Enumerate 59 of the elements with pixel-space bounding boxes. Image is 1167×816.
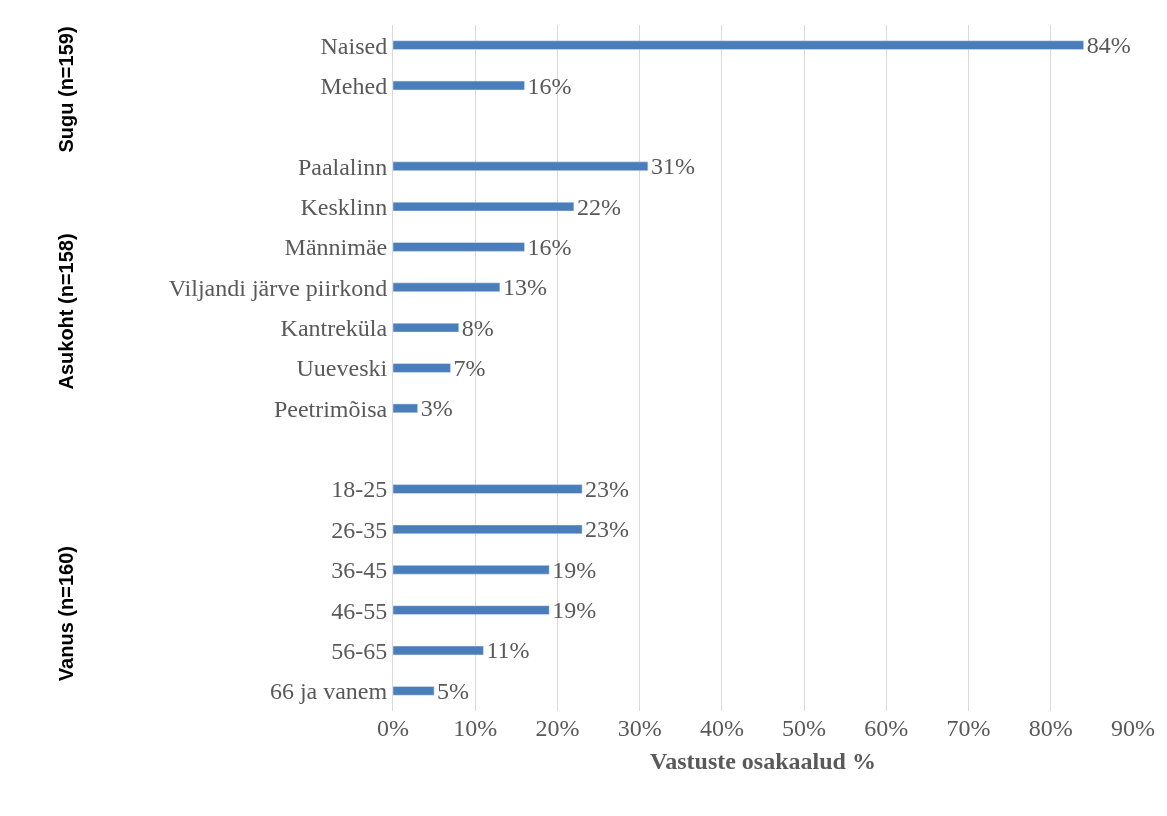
data-label: 23%: [585, 476, 630, 503]
x-tick-label: 10%: [453, 715, 498, 741]
y-tick-label: 46-55: [331, 597, 388, 624]
data-label: 16%: [527, 233, 572, 260]
y-tick-label: 36-45: [331, 557, 388, 584]
bar: [393, 282, 501, 292]
bar: [393, 40, 1084, 50]
bar: [393, 524, 583, 535]
bar: [393, 605, 550, 615]
y-tick-label: Kantreküla: [280, 315, 388, 342]
text: Sugu (n=159): [55, 26, 78, 153]
x-tick-label: 70%: [946, 715, 991, 741]
y-tick-label: 56-65: [331, 637, 388, 664]
data-label: 8%: [461, 314, 494, 341]
y-tick-label: 18-25: [331, 476, 388, 503]
x-tick-label: 90%: [1111, 715, 1155, 741]
y-tick-label: 26-35: [331, 516, 388, 543]
x-tick-label: 0%: [377, 715, 409, 741]
bar: [393, 686, 435, 696]
bar: [393, 403, 418, 414]
x-tick-label: 60%: [864, 715, 909, 741]
data-label: 7%: [453, 355, 486, 381]
data-label: 23%: [585, 516, 630, 543]
y-tick-label: Männimäe: [284, 234, 388, 261]
y-tick-label: Kesklinn: [300, 193, 388, 220]
data-label: 3%: [420, 395, 453, 422]
y-tick-label: 66 ja vanem: [269, 678, 388, 705]
data-label: 11%: [486, 637, 530, 664]
y-tick-label: Uueveski: [296, 355, 388, 382]
data-label: 19%: [552, 597, 597, 624]
x-tick-label: 40%: [699, 715, 744, 741]
y-tick-label: Viljandi järve piirkond: [168, 274, 388, 301]
data-label: 22%: [576, 193, 621, 220]
data-label: 84%: [1086, 32, 1131, 59]
data-label: 13%: [502, 274, 547, 301]
y-tick-label: Mehed: [320, 72, 388, 99]
bar: [393, 363, 451, 373]
data-label: 5%: [437, 677, 470, 704]
data-label: 31%: [650, 153, 695, 180]
x-tick-label: 50%: [782, 715, 827, 741]
y-tick-label: Paalalinn: [297, 153, 388, 180]
x-tick-label: 20%: [535, 715, 580, 741]
bar: [393, 242, 525, 252]
bar: [393, 484, 583, 494]
data-label: 16%: [527, 72, 572, 99]
bar: [393, 80, 525, 91]
x-tick-label: 80%: [1028, 715, 1073, 741]
bar: [393, 201, 575, 212]
text: Vanus (n=160): [54, 546, 77, 682]
y-tick-label: Peetrimõisa: [273, 395, 388, 422]
x-tick-label: 30%: [617, 715, 662, 741]
text: Asukoht (n=158): [55, 233, 78, 390]
bar: [393, 322, 460, 333]
y-tick-label: Naised: [320, 32, 388, 59]
bar: [393, 565, 550, 575]
bar: [393, 645, 484, 656]
data-label: 19%: [552, 556, 597, 583]
bar: [393, 161, 649, 171]
x-axis-title: Vastuste osakaalud %: [650, 748, 876, 775]
